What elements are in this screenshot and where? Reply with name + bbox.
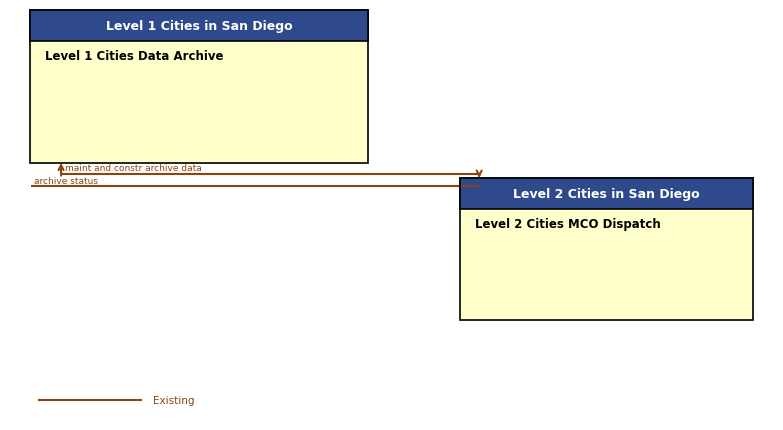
- Bar: [30, 11, 368, 42]
- Bar: [30, 11, 368, 163]
- Text: Level 1 Cities in San Diego: Level 1 Cities in San Diego: [106, 20, 292, 33]
- Text: Level 2 Cities MCO Dispatch: Level 2 Cities MCO Dispatch: [475, 217, 661, 230]
- Text: Level 1 Cities Data Archive: Level 1 Cities Data Archive: [45, 49, 224, 62]
- Text: Level 2 Cities in San Diego: Level 2 Cities in San Diego: [513, 187, 700, 200]
- Bar: [460, 178, 753, 209]
- Bar: [460, 178, 753, 320]
- Text: archive status: archive status: [34, 176, 98, 185]
- Bar: [460, 178, 753, 209]
- Bar: [30, 11, 368, 42]
- Text: Existing: Existing: [153, 395, 194, 405]
- Text: maint and constr archive data: maint and constr archive data: [65, 163, 202, 172]
